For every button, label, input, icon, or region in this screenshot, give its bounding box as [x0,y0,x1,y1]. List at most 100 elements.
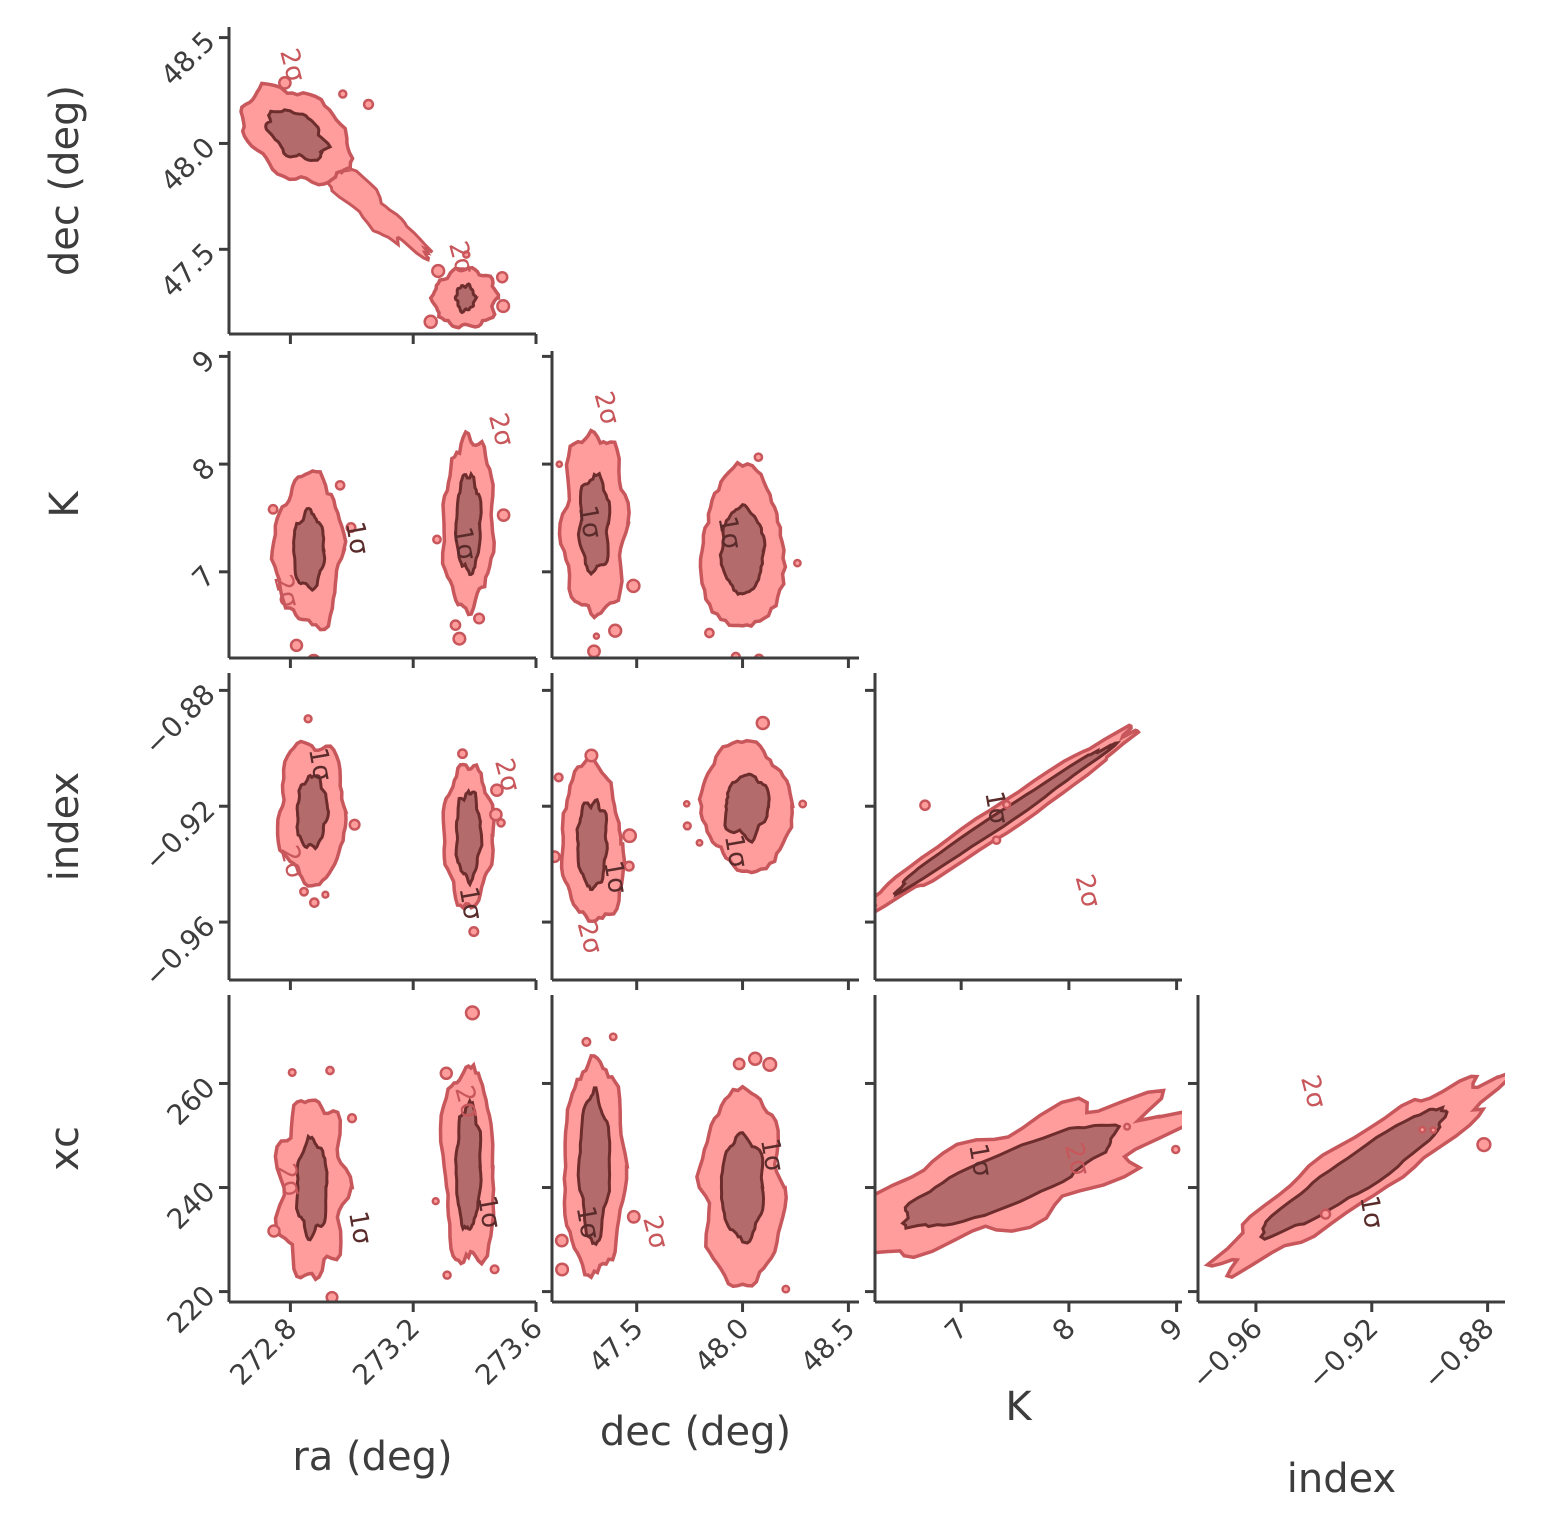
contour-island [1418,1125,1427,1134]
sigma-label: 1σ [339,519,374,557]
contour-island [755,715,771,731]
contour-island [267,503,279,515]
sigma-label: 1σ [978,789,1013,827]
contour-island [608,623,623,638]
x-tick-label: −0.92 [1301,1312,1385,1396]
sigma-label: 1σ [453,884,488,922]
contour-island [489,807,503,822]
contour-island [308,897,320,908]
contour-island [798,799,808,809]
contour-island [623,860,635,872]
contour-island [457,748,468,760]
contour-1sigma [719,1131,766,1245]
contour-island [439,1066,454,1081]
sigma-label: 1σ [1353,1193,1388,1231]
contour-island [626,1209,641,1224]
contour-island [554,1233,569,1248]
x-tick-label: 272.8 [223,1312,303,1392]
contour-island [1319,1208,1332,1220]
contour-island [449,619,462,631]
x-tick-label: −0.96 [1185,1312,1269,1396]
contour-island [287,1067,297,1078]
contour-island [1216,1140,1228,1152]
sigma-label: 1σ [302,745,337,783]
contour-island [682,821,692,831]
contour-island [473,612,486,625]
contour-island [348,818,361,831]
contour-island [303,714,313,724]
sigma-label: 1σ [471,1193,506,1231]
contour-island [781,1284,791,1294]
contour-island [1476,1136,1492,1153]
y-tick-label: 8 [186,451,222,487]
contour-island [338,89,348,99]
y-tick-label: 48.0 [154,131,221,198]
sigma-label: 1σ [712,514,747,552]
contour-island [1429,1126,1438,1134]
x-tick-label: 273.2 [346,1312,426,1392]
contour-island [431,263,446,279]
y-tick-label: 47.5 [154,237,221,304]
x-tick-label: 47.5 [582,1312,649,1379]
x-axis-label: ra (deg) [292,1434,452,1480]
x-tick-label: 48.5 [794,1312,861,1379]
sigma-label: 2σ [588,388,626,428]
sigma-label: 2σ [1294,1072,1332,1112]
contour-island [762,1056,778,1072]
contour-island [1207,1210,1215,1218]
contour-1sigma [295,773,331,851]
contour-island [1002,799,1012,810]
x-tick-label: 273.6 [469,1312,549,1392]
y-tick-label: 220 [160,1279,221,1340]
contour-island [753,452,764,463]
contour-island [793,558,802,568]
contour-island [919,799,931,812]
contour-island [991,835,1002,846]
panel-index-xc: 2σ 1σ −0.96 −0.92 −0.88 index [1185,995,1505,1502]
sigma-label: 2σ [273,45,311,85]
contour-island [334,479,346,491]
panel-K-xc: 1σ 2σ7 8 9K [865,995,1228,1430]
y-axis-label: xc [42,1126,88,1171]
contour-island [747,1051,763,1066]
contour-island [431,1197,440,1206]
contour-1sigma [454,1097,483,1232]
contour-1sigma [576,1086,612,1247]
sigma-label: 1σ [572,503,607,541]
y-tick-label: 260 [160,1071,221,1132]
contour-1sigma [294,1133,329,1242]
contour-island [346,1113,358,1124]
contour-island [553,772,564,783]
contour-1sigma [892,741,1121,898]
contour-island [608,1032,618,1042]
x-tick-label: −0.88 [1417,1312,1501,1396]
contour-island [362,98,375,111]
contour-1sigma [575,797,609,891]
sigma-label: 2σ [636,1212,674,1252]
x-axis-label: index [1287,1456,1396,1502]
contour-1sigma [264,108,333,163]
contour-island [496,817,506,828]
contour-island [1170,1144,1181,1155]
contour-island [622,828,638,844]
contour-island [423,314,438,330]
y-axis-label: dec (deg) [42,85,88,276]
contour-island [626,578,641,594]
contour-island [1222,824,1230,832]
contour-island [587,644,601,658]
contour-island [584,748,599,763]
contour-island [489,1264,500,1275]
sigma-label: 2σ [571,918,609,958]
contour-island [325,1065,335,1076]
contour-1sigma [1258,1104,1449,1241]
contour-island [581,1036,592,1047]
contour-island [704,627,715,639]
y-tick-label: 9 [186,344,222,380]
contour-island [267,1224,281,1238]
contour-island [452,631,467,646]
contour-island [744,1313,752,1321]
contour-1sigma [723,772,771,845]
